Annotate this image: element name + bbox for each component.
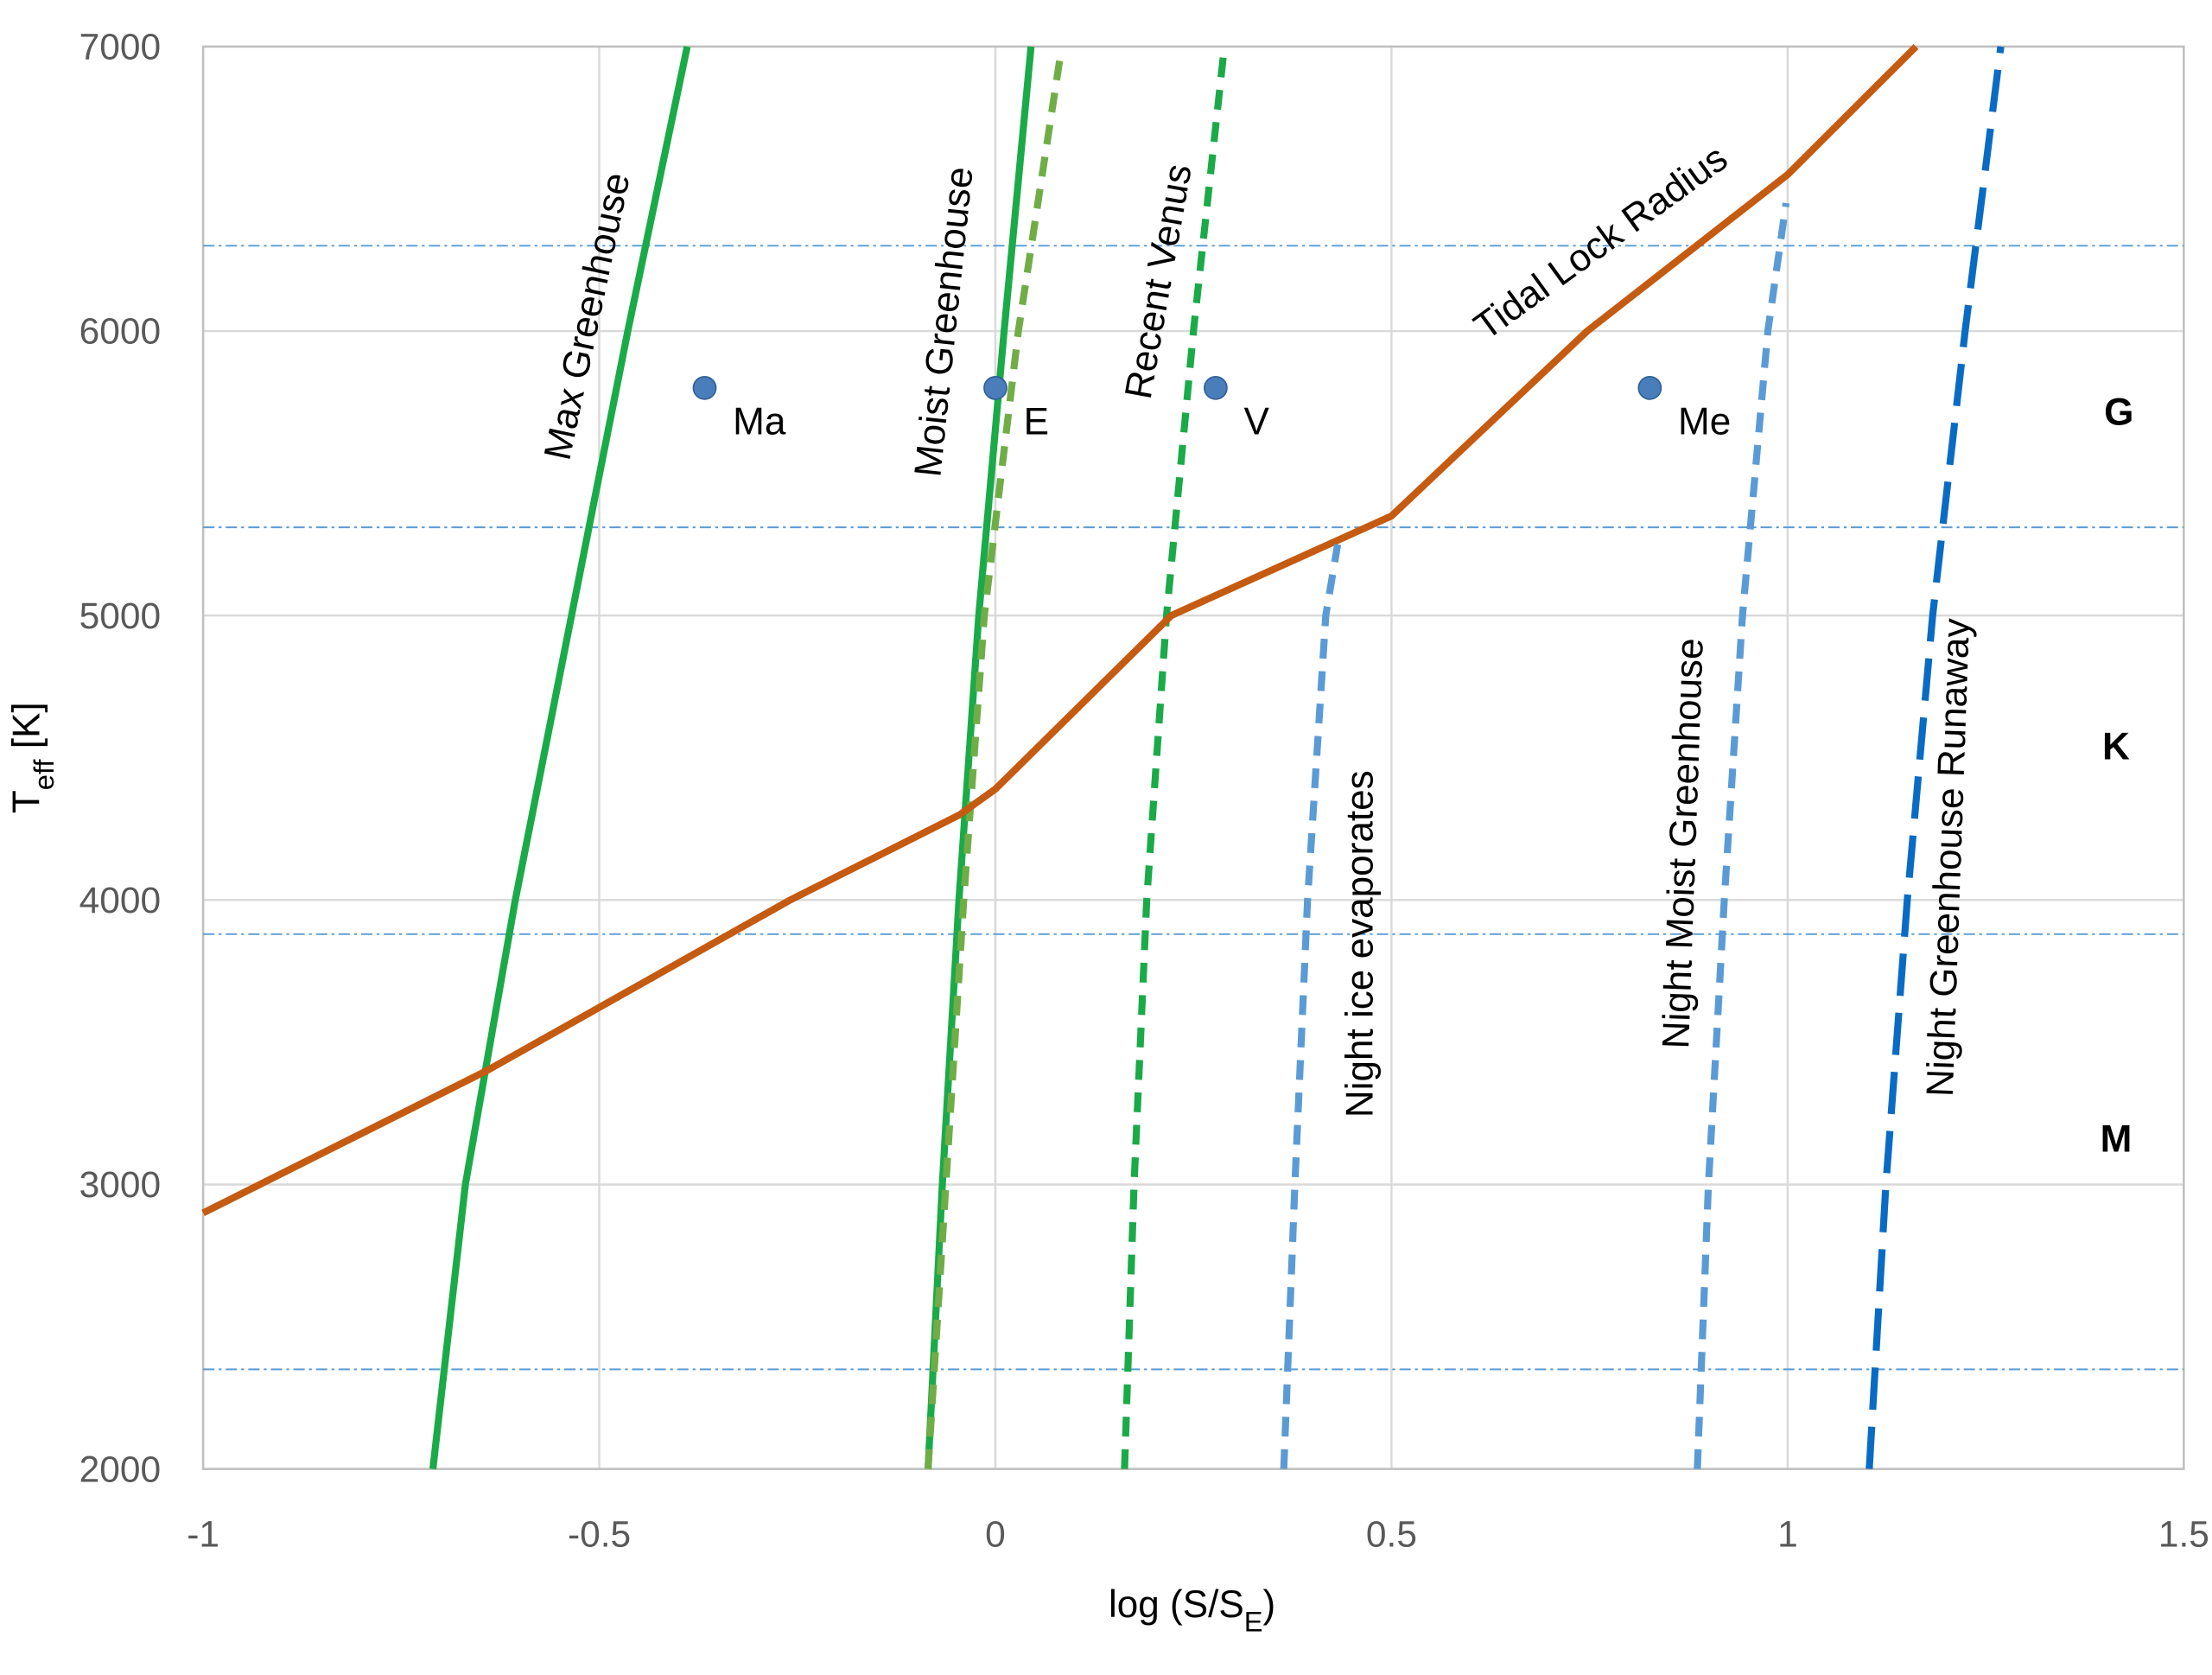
- y-tick-label: 6000: [79, 311, 161, 352]
- series-line: [1280, 544, 1342, 1469]
- plot-frame: [201, 45, 2185, 1470]
- planet-label: V: [1244, 401, 1270, 443]
- x-label-main: log (S/S: [1109, 1583, 1244, 1626]
- y-axis-label: Teff [K]: [6, 702, 60, 813]
- planet-point: [692, 375, 717, 400]
- x-label-sub: E: [1244, 1605, 1263, 1637]
- planet-point: [1204, 375, 1228, 400]
- series-label: Max Greenhouse: [537, 169, 639, 464]
- series-label: Night ice evaporates: [1339, 770, 1382, 1118]
- y-label-sub: eff: [28, 759, 60, 791]
- x-tick-label: 1: [1777, 1513, 1798, 1554]
- y-label-main: T: [6, 790, 48, 813]
- series-line: [1121, 46, 1229, 1469]
- planet-point: [1637, 375, 1662, 400]
- series-label: Night Moist Greenhouse: [1655, 637, 1712, 1049]
- y-tick-label: 2000: [79, 1449, 161, 1489]
- x-tick-label: 0: [985, 1513, 1006, 1554]
- series-line: [1866, 46, 2005, 1469]
- y-tick-label: 3000: [79, 1164, 161, 1205]
- spectral-class: M: [2101, 1118, 2133, 1160]
- y-tick-label: 4000: [79, 880, 161, 920]
- x-label-rest: ): [1263, 1583, 1276, 1626]
- planet-label: Ma: [733, 401, 786, 443]
- x-tick-label: -0.5: [568, 1513, 631, 1554]
- y-tick-label: 7000: [79, 27, 161, 67]
- planet-label: E: [1024, 401, 1049, 443]
- series-line: [429, 46, 691, 1470]
- planet-point: [983, 375, 1007, 400]
- x-tick-label: 1.5: [2158, 1513, 2209, 1554]
- series-line: [924, 60, 1064, 1469]
- planet-label: Me: [1678, 401, 1731, 443]
- series-line: [1694, 202, 1790, 1469]
- spectral-class: G: [2104, 391, 2133, 433]
- series-label: Moist Greenhouse: [906, 165, 981, 479]
- spectral-class: K: [2102, 725, 2130, 767]
- x-axis-label: log (S/SE): [1109, 1583, 1275, 1637]
- x-tick-label: 0.5: [1366, 1513, 1417, 1554]
- x-tick-label: -1: [187, 1513, 219, 1554]
- y-label-rest: [K]: [6, 702, 48, 759]
- series-line: [201, 44, 1919, 1217]
- y-tick-label: 5000: [79, 595, 161, 636]
